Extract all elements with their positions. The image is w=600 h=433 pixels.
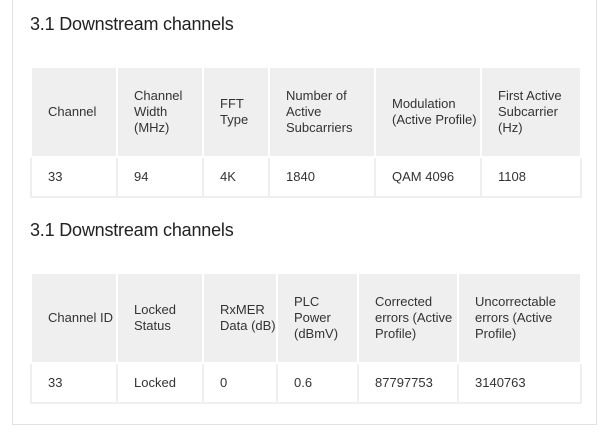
downstream-channels-table: Channel Channel Width (MHz) FFT Type Num… [30, 66, 582, 198]
table-cell: 0.6 [276, 362, 359, 404]
column-header: Corrected errors (Active Profile) [357, 272, 459, 364]
table-cell: 33 [30, 156, 118, 198]
column-header: Channel Width (MHz) [116, 66, 204, 158]
column-header: Modulation (Active Profile) [374, 66, 482, 158]
column-header: FFT Type [202, 66, 270, 158]
column-header: Number of Active Subcarriers [268, 66, 376, 158]
column-header: Locked Status [116, 272, 204, 364]
section-title: 3.1 Downstream channels [30, 14, 234, 34]
column-header: Channel ID [30, 272, 118, 364]
content-panel [12, 0, 597, 425]
table-cell: 87797753 [357, 362, 459, 404]
table-row: 33 94 4K 1840 QAM 4096 1108 [30, 156, 582, 198]
table-cell: Locked [116, 362, 204, 404]
table-cell: QAM 4096 [374, 156, 482, 198]
column-header: Uncorrectable errors (Active Profile) [457, 272, 582, 364]
table-cell: 3140763 [457, 362, 582, 404]
column-header: Channel [30, 66, 118, 158]
table-cell: 1840 [268, 156, 376, 198]
table-cell: 33 [30, 362, 118, 404]
downstream-status-table: Channel ID Locked Status RxMER Data (dB)… [30, 272, 582, 404]
column-header: RxMER Data (dB) [202, 272, 278, 364]
table-cell: 4K [202, 156, 270, 198]
table-cell: 94 [116, 156, 204, 198]
table-header-row: Channel Channel Width (MHz) FFT Type Num… [30, 66, 582, 158]
table-row: 33 Locked 0 0.6 87797753 3140763 [30, 362, 582, 404]
table-header-row: Channel ID Locked Status RxMER Data (dB)… [30, 272, 582, 364]
table-cell: 0 [202, 362, 278, 404]
section-title: 3.1 Downstream channels [30, 220, 234, 240]
column-header: PLC Power (dBmV) [276, 272, 359, 364]
column-header: First Active Subcarrier (Hz) [480, 66, 582, 158]
table-cell: 1108 [480, 156, 582, 198]
